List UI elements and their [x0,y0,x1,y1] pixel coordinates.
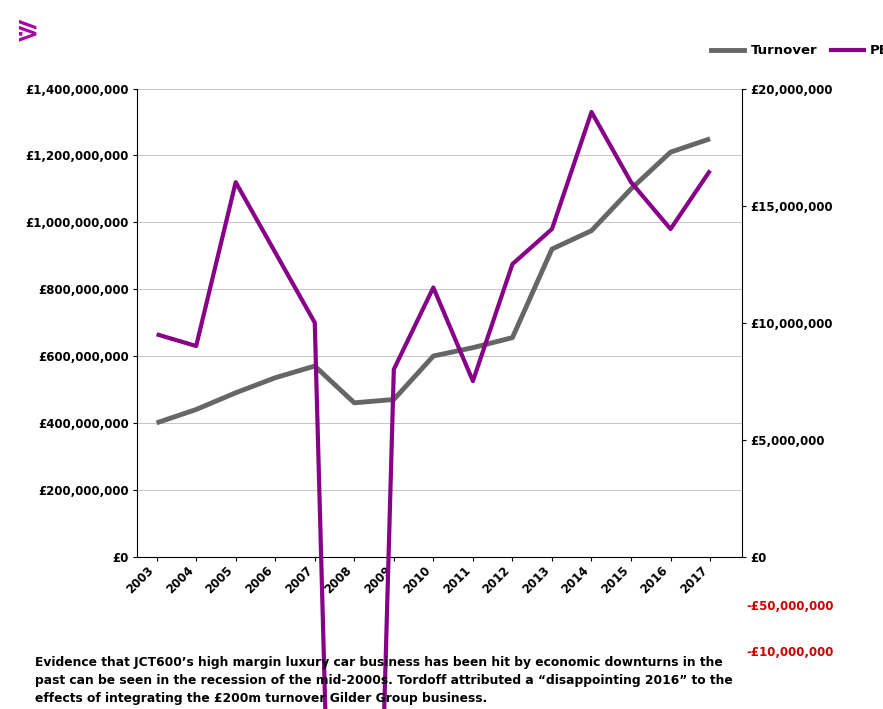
Text: ⪘: ⪘ [16,17,39,45]
Text: -£10,000,000: -£10,000,000 [746,646,834,659]
Text: -£50,000,000: -£50,000,000 [746,600,834,613]
Text: JCT600 PROFITABILITY: JCT600 PROFITABILITY [51,17,399,45]
Legend: Turnover, PBT: Turnover, PBT [706,39,883,62]
Text: Evidence that JCT600’s high margin luxury car business has been hit by economic : Evidence that JCT600’s high margin luxur… [35,657,733,705]
